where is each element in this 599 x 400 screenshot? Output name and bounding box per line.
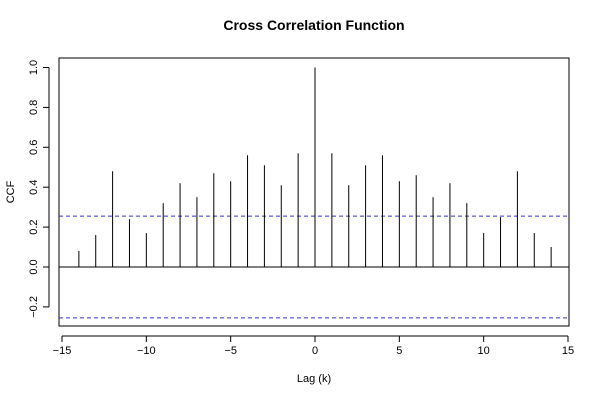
x-tick-label: 5 xyxy=(396,345,402,357)
x-tick-label: −5 xyxy=(224,345,237,357)
chart-marks: −15 −10 −5 0 5 10 15 −0.2 0.0 0.2 0.4 0.6 0.8 1.0 xyxy=(28,60,574,357)
y-tick-label: 0.2 xyxy=(28,219,40,234)
x-tick-label: −15 xyxy=(53,345,72,357)
x-tick-label: 15 xyxy=(562,345,574,357)
x-tick-label: −10 xyxy=(137,345,156,357)
y-axis-label: CCF xyxy=(5,180,17,203)
y-tick-label: −0.2 xyxy=(28,296,40,318)
y-tick-label: 0.8 xyxy=(28,100,40,115)
y-tick-label: 0.4 xyxy=(28,180,40,195)
y-tick-label: 0.0 xyxy=(28,259,40,274)
x-tick-label: 10 xyxy=(478,345,490,357)
y-tick-label: 0.6 xyxy=(28,140,40,155)
plot-frame xyxy=(58,57,570,327)
x-axis-label: Lag (k) xyxy=(297,373,331,385)
x-tick-label: 0 xyxy=(312,345,318,357)
y-tick-label: 1.0 xyxy=(28,60,40,75)
chart-title: Cross Correlation Function xyxy=(223,17,404,33)
